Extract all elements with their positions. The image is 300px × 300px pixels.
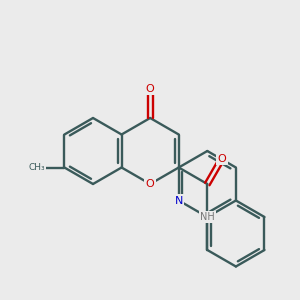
Text: N: N — [175, 196, 183, 206]
Text: CH₃: CH₃ — [28, 163, 45, 172]
Text: O: O — [218, 154, 226, 164]
Text: O: O — [146, 179, 154, 189]
Text: NH: NH — [200, 212, 215, 222]
Text: O: O — [146, 84, 154, 94]
